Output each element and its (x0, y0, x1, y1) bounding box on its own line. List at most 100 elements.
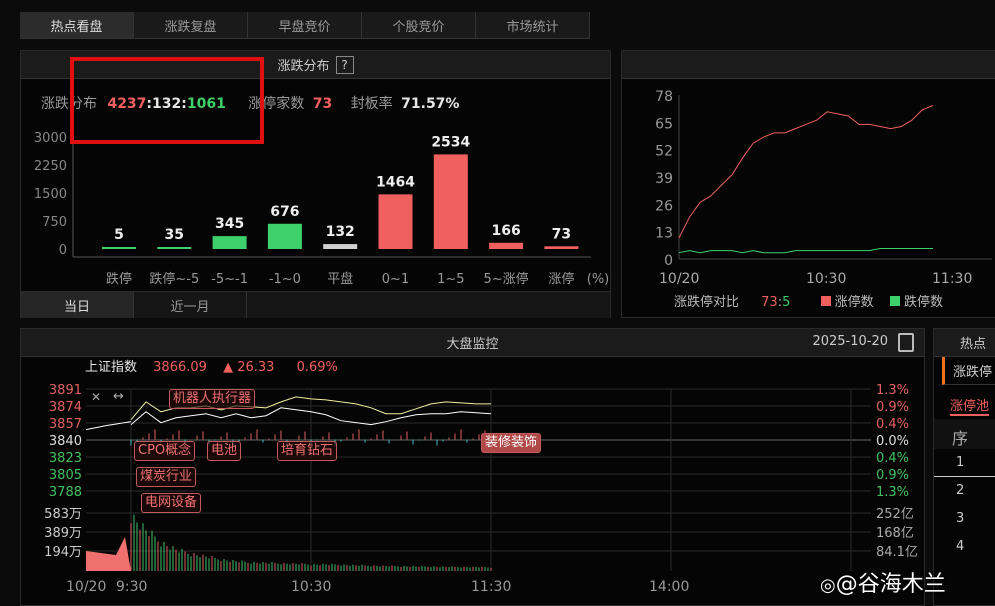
y-tick-label: 3891 (49, 383, 82, 398)
bar-value-label: 1464 (376, 174, 415, 190)
y-tick-label-pct: 1.3% (876, 485, 909, 500)
help-button[interactable]: ? (335, 55, 354, 74)
distribution-panel: 涨跌分布? 涨跌分布 4237:132:1061 涨停家数 73 封板率 71.… (20, 50, 611, 318)
y-tick-label-pct: 0.9% (876, 468, 909, 483)
watermark: ◎@谷海木兰 (820, 572, 946, 599)
bar (544, 246, 579, 249)
x-tick-label: -5~-1 (211, 272, 248, 287)
bar (378, 194, 413, 249)
y-tick-label: 2250 (34, 159, 67, 174)
x-tick-label: 14:00 (649, 579, 689, 595)
index-line (130, 407, 492, 426)
bar-value-label: 35 (165, 227, 184, 243)
x-tick-label: 1~5 (437, 272, 464, 287)
event-tag[interactable]: 培育钻石 (277, 441, 338, 461)
series-line (678, 105, 934, 239)
col-header: 序 (934, 419, 995, 449)
vol-tick-label-right: 252亿 (876, 507, 914, 522)
y-tick-label: 3000 (34, 131, 67, 146)
y-tick-label-pct: 1.3% (876, 383, 909, 398)
bar (157, 247, 192, 249)
x-tick-label: 平盘 (327, 271, 353, 287)
event-tag[interactable]: 煤炭行业 (136, 467, 197, 487)
y-tick-label-pct: 0.9% (876, 400, 909, 415)
up-triangle-icon: ▲ (223, 360, 234, 375)
calendar-icon[interactable] (898, 333, 914, 352)
legend-limit-down: 跌停数 (903, 295, 943, 310)
y-tick-label: 26 (655, 198, 673, 214)
tab-label: 涨停池 (950, 399, 990, 416)
x-tick-label: 10/20 (659, 271, 699, 287)
event-tag[interactable]: 机器人执行器 (169, 389, 256, 409)
y-tick-label: 3840 (49, 434, 82, 449)
bar (267, 223, 302, 249)
limit-legend: 涨跌停对比 73:5 涨停数 跌停数 (674, 291, 943, 310)
bar-value-label: 676 (270, 204, 299, 220)
tab-morning-auction[interactable]: 早盘竞价 (248, 12, 362, 38)
y-tick-label: 1500 (34, 187, 67, 202)
event-tag[interactable]: 装修装饰 (481, 433, 542, 453)
x-tick-label: 10:30 (291, 579, 331, 595)
tab-limit-pool[interactable]: 涨停池 (934, 385, 995, 419)
tab-stock-auction[interactable]: 个股竞价 (362, 12, 476, 38)
watermark-text: @谷海木兰 (835, 572, 946, 597)
y-tick-label: 65 (655, 116, 673, 132)
x-tick-label: -1~0 (269, 272, 301, 287)
tab-market-stats[interactable]: 市场统计 (476, 12, 590, 38)
x-tick-label: 11:30 (471, 579, 511, 595)
index-info: 上证指数 3866.09 ▲ 26.33 0.69% (85, 360, 338, 376)
y-tick-label: 3805 (49, 468, 82, 483)
legend-limit-up: 涨停数 (834, 295, 874, 310)
row-index[interactable]: 2 (956, 483, 965, 498)
bar-value-label: 166 (491, 223, 520, 239)
event-tag[interactable]: 电池 (207, 441, 242, 461)
y-tick-label: 3874 (49, 400, 82, 415)
period-tabs: 当日 近一月 (21, 291, 610, 318)
sep: : (181, 96, 187, 112)
vol-tick-label: 583万 (44, 507, 82, 522)
sidebar-sub[interactable]: 涨跌停 (942, 357, 995, 385)
limit-value: 73 (312, 96, 333, 112)
legend-red-swatch (820, 296, 831, 306)
y-tick-label: 0 (59, 243, 67, 258)
bar (489, 242, 524, 249)
monitor-header: 大盘监控 2025-10-20 (21, 329, 924, 357)
index-price: 3866.09 (153, 360, 207, 375)
tab-hot[interactable]: 热点看盘 (20, 12, 134, 38)
bar-value-label: 73 (552, 226, 571, 242)
bar-value-label: 5 (114, 227, 124, 243)
tab-review[interactable]: 涨跌复盘 (134, 12, 248, 38)
limit-header (622, 51, 995, 79)
dist-label: 涨跌分布 (41, 96, 97, 112)
event-tag[interactable]: 电网设备 (141, 493, 202, 513)
bar (102, 247, 136, 249)
x-tick-label: 10/20 (66, 579, 106, 595)
sidebar-title: 热点 (934, 329, 995, 357)
expand-icon[interactable]: ↔ (113, 389, 124, 404)
x-tick-label: 涨停 (548, 271, 574, 287)
bar (323, 244, 358, 249)
distribution-stats: 涨跌分布 4237:132:1061 涨停家数 73 封板率 71.57% (41, 93, 459, 113)
sep: : (777, 295, 783, 310)
tab-today[interactable]: 当日 (21, 292, 134, 318)
close-icon[interactable]: ✕ (91, 390, 102, 404)
x-tick-label: 0~1 (382, 272, 409, 287)
y-tick-label-pct: 0.0% (876, 434, 909, 449)
tab-month[interactable]: 近一月 (134, 292, 247, 318)
event-tag[interactable]: CPO概念 (134, 441, 196, 461)
row-index[interactable]: 3 (956, 511, 965, 526)
ratio-up: 73 (761, 295, 778, 310)
vol-tick-label: 389万 (44, 526, 82, 541)
premarket-volume (86, 537, 131, 571)
x-tick-label: 10:30 (806, 271, 846, 287)
vol-tick-label-right: 84.1亿 (876, 545, 918, 560)
highlight-box (70, 57, 264, 144)
date-label: 2025-10-20 (812, 334, 888, 349)
market-monitor-panel: 大盘监控 2025-10-20 上证指数 3866.09 ▲ 26.33 0.6… (20, 328, 925, 606)
ratio-down: 5 (782, 295, 791, 310)
y-tick-label: 52 (655, 144, 673, 160)
row-index[interactable]: 1 (934, 449, 995, 477)
row-index[interactable]: 4 (956, 539, 965, 554)
unit-label: (%) (587, 272, 610, 287)
top-tabs: 热点看盘 涨跌复盘 早盘竞价 个股竞价 市场统计 (20, 12, 590, 39)
